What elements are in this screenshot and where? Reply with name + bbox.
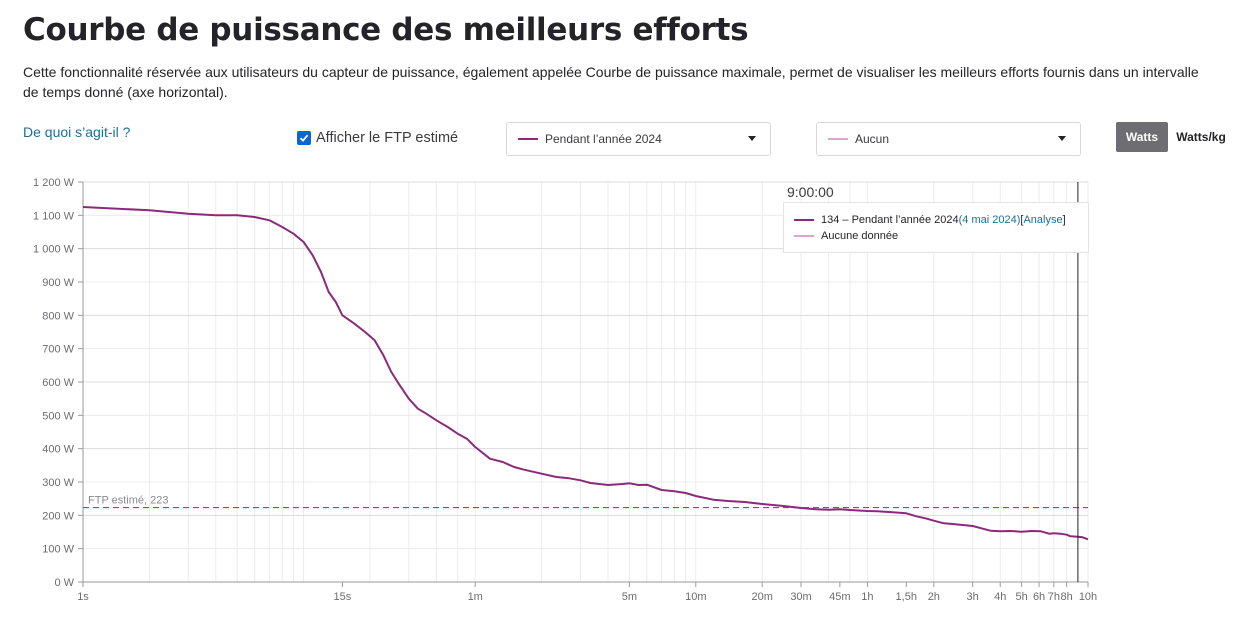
- x-tick-label: 15s: [334, 591, 352, 603]
- unit-watts-per-kg-button[interactable]: Watts/kg: [1176, 130, 1226, 144]
- compare-select-value: Aucun: [855, 132, 890, 146]
- x-tick-label: 2h: [928, 591, 940, 603]
- tooltip-row-primary: 134 – Pendant l’année 2024 (4 mai 2024) …: [794, 214, 1066, 226]
- page-title: Courbe de puissance des meilleurs effort…: [23, 12, 749, 48]
- tooltip-swatch-compare: [794, 235, 814, 237]
- y-tick-label: 0 W: [54, 577, 74, 589]
- x-tick-label: 10m: [685, 591, 706, 603]
- checkmark-icon: [299, 134, 309, 142]
- tooltip-value: 134 – Pendant l’année 2024: [821, 214, 959, 226]
- x-tick-label: 45m: [829, 591, 850, 603]
- tooltip-bracket-open: [: [1020, 214, 1024, 226]
- y-tick-label: 1 200 W: [33, 177, 75, 189]
- x-tick-label: 1,5h: [896, 591, 917, 603]
- x-tick-label: 5h: [1015, 591, 1027, 603]
- period-select[interactable]: Pendant l’année 2024: [506, 122, 771, 156]
- tooltip-time: 9:00:00: [787, 184, 834, 200]
- chevron-down-icon: [1058, 136, 1066, 141]
- x-tick-label: 3h: [967, 591, 979, 603]
- x-tick-label: 10h: [1079, 591, 1097, 603]
- x-tick-label: 20m: [751, 591, 772, 603]
- x-tick-label: 7h: [1048, 591, 1060, 603]
- y-tick-label: 200 W: [42, 510, 74, 522]
- x-tick-label: 30m: [790, 591, 811, 603]
- y-tick-label: 100 W: [42, 544, 74, 556]
- tooltip-no-data: Aucune donnée: [821, 230, 899, 242]
- help-link[interactable]: De quoi s’agit-il ?: [23, 124, 131, 140]
- tooltip-analysis-link[interactable]: Analyse: [1023, 214, 1063, 226]
- y-tick-label: 1 100 W: [33, 210, 75, 222]
- y-tick-label: 900 W: [42, 277, 74, 289]
- tooltip-row-compare: Aucune donnée: [794, 230, 898, 242]
- chevron-down-icon: [748, 136, 756, 141]
- y-tick-label: 600 W: [42, 377, 74, 389]
- page-description: Cette fonctionnalité réservée aux utilis…: [23, 64, 1199, 100]
- x-tick-label: 1m: [468, 591, 483, 603]
- y-tick-label: 1 000 W: [33, 244, 75, 256]
- compare-color-swatch: [828, 138, 848, 140]
- x-tick-label: 4h: [994, 591, 1006, 603]
- x-tick-label: 6h: [1033, 591, 1045, 603]
- x-tick-label: 5m: [622, 591, 637, 603]
- chart-tooltip: 134 – Pendant l’année 2024 (4 mai 2024) …: [783, 202, 1089, 253]
- ftp-checkbox[interactable]: [297, 131, 311, 145]
- ftp-label: FTP estimé, 223: [88, 495, 169, 507]
- y-tick-label: 400 W: [42, 444, 74, 456]
- ftp-checkbox-label: Afficher le FTP estimé: [316, 130, 459, 146]
- unit-watts-button[interactable]: Watts: [1116, 122, 1168, 152]
- x-tick-label: 8h: [1060, 591, 1072, 603]
- y-tick-label: 500 W: [42, 410, 74, 422]
- series-line[interactable]: [82, 206, 1089, 541]
- tooltip-bracket-close: ]: [1062, 214, 1066, 226]
- compare-select[interactable]: Aucun: [816, 122, 1081, 156]
- tooltip-date-link[interactable]: (4 mai 2024): [958, 214, 1021, 226]
- x-tick-label: 1s: [77, 591, 89, 603]
- y-tick-label: 300 W: [42, 477, 74, 489]
- period-select-value: Pendant l’année 2024: [545, 132, 662, 146]
- x-tick-label: 1h: [861, 591, 873, 603]
- y-tick-label: 700 W: [42, 344, 74, 356]
- period-color-swatch: [518, 138, 538, 140]
- tooltip-swatch-primary: [794, 219, 814, 221]
- y-tick-label: 800 W: [42, 310, 74, 322]
- unit-toggle: Watts Watts/kg: [1116, 122, 1234, 152]
- ftp-toggle[interactable]: Afficher le FTP estimé: [297, 130, 458, 146]
